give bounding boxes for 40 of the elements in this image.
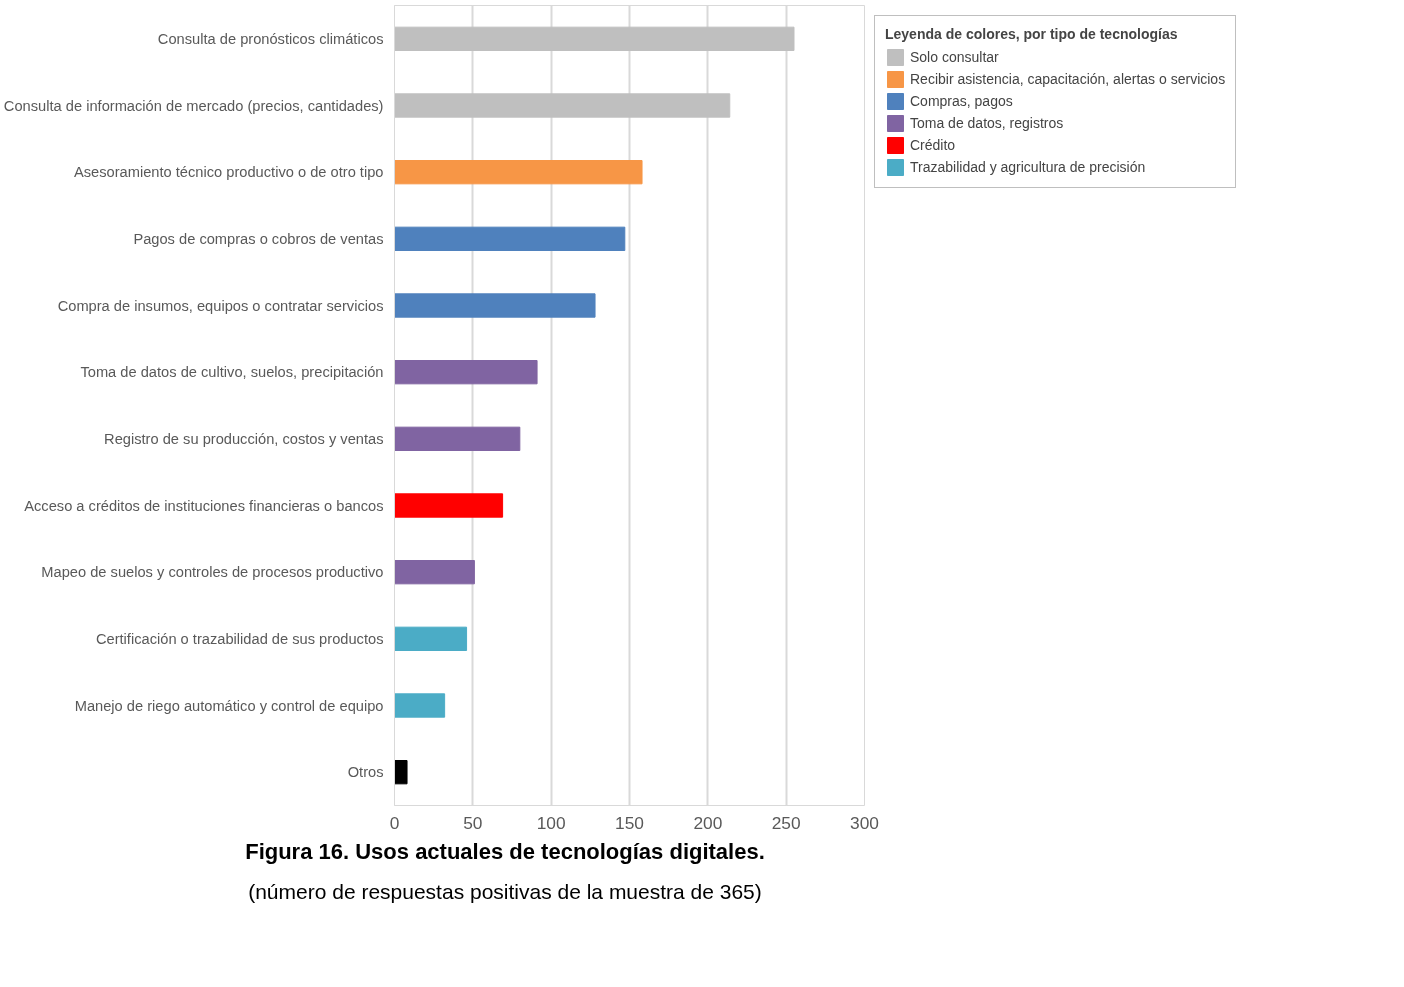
bar [394,226,626,251]
bar [394,26,795,51]
legend-label: Compras, pagos [910,93,1013,109]
y-tick-label: Certificación o trazabilidad de sus productos [95,630,384,647]
x-tick-label: 150 [615,812,644,833]
bar [394,626,468,651]
y-tick-label: Acceso a créditos de instituciones financieras o bancos [24,497,384,514]
bar [394,293,596,318]
x-tick-label: 50 [463,812,483,833]
y-tick-label: Compra de insumos, equipos o contratar servicios [57,297,384,314]
legend-label: Toma de datos, registros [910,115,1064,131]
y-tick-label: Consulta de pronósticos climáticos [157,30,384,47]
x-tick-label: 100 [536,812,566,833]
y-tick-label: Toma de datos de cultivo, suelos, precipitación [80,364,384,381]
y-tick-label: Registro de su producción, costos y ventas [104,430,384,447]
legend-label: Crédito [910,137,956,153]
legend-label: Trazabilidad y agricultura de precisión [910,159,1146,175]
x-tick-label: 0 [389,812,400,833]
text: (número de respuestas positivas de la muestra de 365) [248,879,762,906]
legend-label: Recibir asistencia, capacitación, alertas o servicios [910,71,1226,87]
legend-title: Leyenda de colores, por tipo de tecnologías [885,26,1179,42]
y-tick-label: Mapeo de suelos y controles de procesos productivo [41,564,384,581]
bar [394,160,643,185]
text: Figura 16. Usos actuales de tecnologías digitales. [245,838,765,866]
bar [394,493,504,518]
bar [394,760,408,785]
y-tick-label: Consulta de información de mercado (precios, cantidades) [3,97,384,114]
y-tick-label: Otros [347,764,384,781]
y-tick-label: Asesoramiento técnico productivo o de otro tipo [73,164,384,181]
bar [394,93,731,118]
bar [394,560,475,585]
x-tick-label: 250 [771,812,801,833]
bar [394,693,446,718]
x-tick-label: 300 [850,812,879,833]
legend-label: Solo consultar [910,49,999,65]
x-tick-label: 200 [693,812,723,833]
y-tick-label: Pagos de compras o cobros de ventas [133,230,384,247]
bar [394,426,521,451]
bar [394,360,538,385]
y-tick-label: Manejo de riego automático y control de equipo [74,697,384,714]
